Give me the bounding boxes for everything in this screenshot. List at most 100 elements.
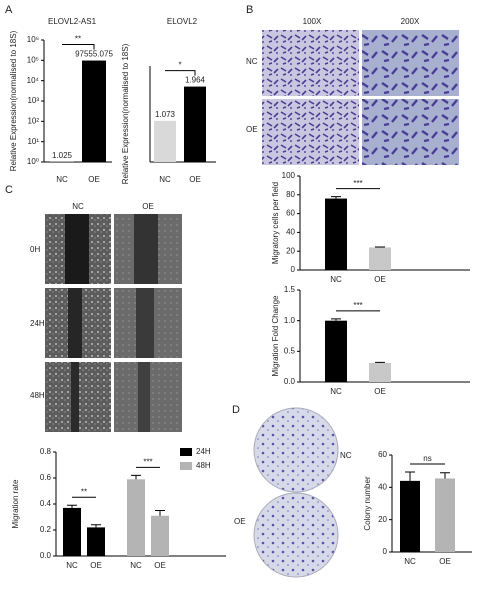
y-tick-label: 60 <box>378 450 387 459</box>
y-tick-label: 20 <box>378 515 387 524</box>
x-tick-label: OE <box>374 387 386 396</box>
x-tick-label: OE <box>90 561 102 570</box>
significance-label: ** <box>81 487 87 496</box>
error-bar <box>331 319 341 321</box>
x-tick-label: NC <box>56 175 68 184</box>
significance-label: *** <box>353 301 362 310</box>
value-label: 1.073 <box>155 110 176 119</box>
panel-label: B <box>246 4 253 16</box>
error-bar <box>331 197 341 199</box>
y-tick-label: 0.5 <box>284 346 296 355</box>
x-tick-label: OE <box>154 561 166 570</box>
y-tick-label: 10³ <box>27 96 39 105</box>
y-tick-label: 0 <box>383 547 388 556</box>
panel-label: D <box>232 404 240 416</box>
error-bar <box>155 511 165 516</box>
row-label: OE <box>246 125 258 134</box>
y-tick-label: 10⁵ <box>27 55 39 64</box>
chart-title: ELOVL2-AS1 <box>48 17 97 26</box>
legend-label: 24H <box>196 447 211 456</box>
y-tick-label: 10² <box>27 116 39 125</box>
bar <box>369 247 391 270</box>
x-tick-label: NC <box>404 557 416 566</box>
y-axis-label: Migration Fold Change <box>271 295 280 376</box>
x-tick-label: NC <box>130 561 142 570</box>
y-tick-label: 10⁶ <box>27 35 39 44</box>
x-tick-label: OE <box>189 175 201 184</box>
x-tick-label: OE <box>439 557 451 566</box>
bar <box>82 61 106 162</box>
bar <box>184 87 206 162</box>
value-label: 1.025 <box>52 151 73 160</box>
error-bar <box>67 505 77 508</box>
y-tick-label: 20 <box>286 246 295 255</box>
value-label: 1.964 <box>185 76 206 85</box>
error-bar <box>405 472 415 481</box>
bar <box>151 516 169 556</box>
error-bar <box>375 362 385 363</box>
bar <box>127 479 145 556</box>
column-label: 200X <box>401 17 420 26</box>
y-tick-label: 10⁰ <box>27 157 39 166</box>
y-tick-label: 0.0 <box>284 377 296 386</box>
row-label: OE <box>234 517 246 526</box>
significance-label: ** <box>75 35 81 44</box>
bar <box>154 121 176 162</box>
legend-label: 48H <box>196 461 211 470</box>
image <box>262 99 359 165</box>
error-bar <box>91 525 101 528</box>
column-label: NC <box>72 202 84 211</box>
bar <box>369 363 391 382</box>
row-label: 48H <box>30 391 45 400</box>
significance-label: *** <box>143 458 152 467</box>
y-axis-label: Relative Expression(normalised to 18S) <box>9 30 18 171</box>
y-tick-label: 60 <box>286 209 295 218</box>
wound-images <box>45 214 182 432</box>
bar <box>325 199 347 270</box>
legend-swatch <box>180 462 192 470</box>
y-tick-label: 10⁴ <box>27 76 40 85</box>
y-tick-label: 1.5 <box>284 285 296 294</box>
image <box>362 30 459 96</box>
y-tick-label: 0.4 <box>40 499 52 508</box>
y-tick-label: 0.8 <box>40 447 52 456</box>
x-tick-label: NC <box>330 275 342 284</box>
value-label: 97555.075 <box>75 50 113 59</box>
legend-swatch <box>180 448 192 456</box>
y-tick-label: 40 <box>378 482 387 491</box>
y-tick-label: 100 <box>282 171 296 180</box>
bar <box>435 478 455 552</box>
error-bar <box>131 475 141 479</box>
y-tick-label: 0.0 <box>40 551 52 560</box>
chart-title: ELOVL2 <box>167 17 198 26</box>
y-tick-label: 40 <box>286 228 295 237</box>
y-tick-label: 10¹ <box>27 137 39 146</box>
significance-label: * <box>178 61 181 70</box>
image <box>254 408 338 492</box>
bar <box>63 508 81 556</box>
y-axis-label: Migration rate <box>11 479 20 528</box>
significance-label: ns <box>423 454 431 463</box>
y-tick-label: 80 <box>286 190 295 199</box>
panel-label: C <box>5 184 13 196</box>
image <box>254 493 338 577</box>
y-tick-label: 0.2 <box>40 525 52 534</box>
error-bar <box>440 473 450 479</box>
bar <box>87 527 105 556</box>
y-tick-label: 0.6 <box>40 473 52 482</box>
x-tick-label: NC <box>66 561 78 570</box>
bar <box>400 481 420 552</box>
x-tick-label: NC <box>330 387 342 396</box>
x-tick-label: NC <box>159 175 171 184</box>
x-tick-label: OE <box>374 275 386 284</box>
image <box>362 99 459 165</box>
y-axis-label: Relative Expression(normalised to 18S) <box>121 43 130 184</box>
row-label: 24H <box>30 319 45 328</box>
x-tick-label: OE <box>88 175 100 184</box>
significance-label: *** <box>353 179 362 188</box>
y-tick-label: 1.0 <box>284 316 296 325</box>
row-label: NC <box>246 57 258 66</box>
panel-label: A <box>5 4 13 16</box>
